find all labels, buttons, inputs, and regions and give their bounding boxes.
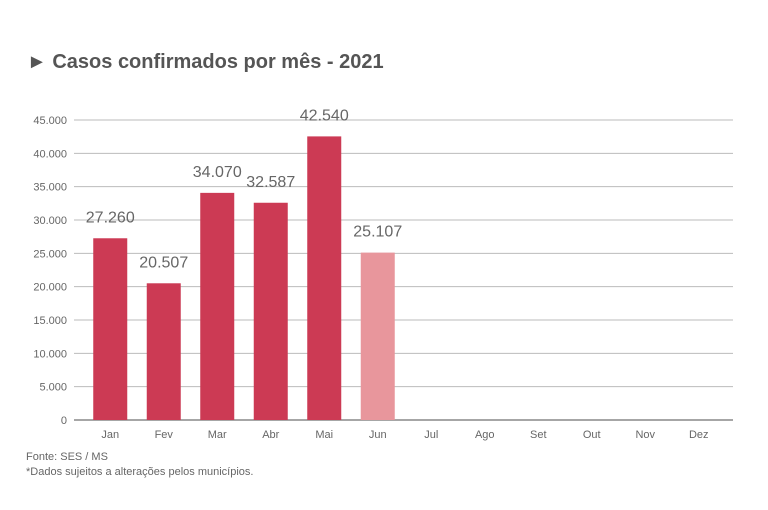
bar — [360, 252, 395, 420]
data-label: 42.540 — [300, 107, 349, 124]
bar — [93, 238, 128, 420]
x-tick-label: Nov — [635, 429, 655, 441]
x-tick-label: Jun — [369, 429, 387, 441]
data-label: 32.587 — [246, 174, 295, 191]
y-tick-label: 15.000 — [33, 315, 67, 327]
data-label: 34.070 — [193, 164, 242, 181]
x-tick-label: Dez — [689, 429, 709, 441]
source-note: Fonte: SES / MS — [26, 451, 108, 463]
x-tick-label: Mar — [208, 429, 227, 441]
y-tick-label: 0 — [61, 415, 67, 427]
x-tick-label: Abr — [262, 429, 279, 441]
x-tick-label: Mai — [315, 429, 333, 441]
x-tick-label: Jul — [424, 429, 438, 441]
y-tick-label: 30.000 — [33, 215, 67, 227]
x-tick-label: Fev — [155, 429, 174, 441]
chart-title: ► Casos confirmados por mês - 2021 — [27, 51, 384, 73]
disclaimer-note: *Dados sujeitos a alterações pelos munic… — [26, 466, 254, 478]
y-tick-label: 20.000 — [33, 282, 67, 294]
bar — [200, 192, 235, 420]
x-tick-label: Jan — [101, 429, 119, 441]
bar — [307, 136, 342, 420]
x-tick-label: Ago — [475, 429, 495, 441]
data-label: 20.507 — [139, 254, 188, 271]
data-label: 25.107 — [353, 224, 402, 241]
bar — [253, 202, 288, 420]
x-tick-label: Out — [583, 429, 601, 441]
x-tick-label: Set — [530, 429, 547, 441]
data-label: 27.260 — [86, 209, 135, 226]
y-tick-label: 35.000 — [33, 182, 67, 194]
y-tick-label: 5.000 — [39, 382, 67, 394]
y-tick-label: 10.000 — [33, 348, 67, 360]
y-tick-label: 45.000 — [33, 115, 67, 127]
y-tick-label: 40.000 — [33, 148, 67, 160]
bar — [146, 283, 181, 420]
y-tick-label: 25.000 — [33, 248, 67, 260]
